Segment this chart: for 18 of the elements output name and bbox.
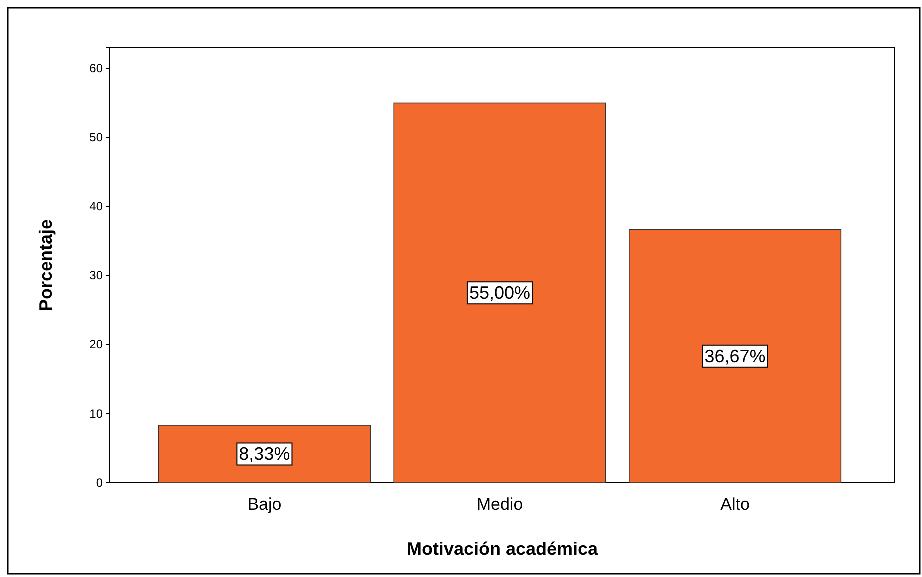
y-tick-label: 0: [96, 476, 104, 490]
y-tick-label: 60: [90, 62, 104, 76]
y-tick-label: 40: [90, 200, 104, 214]
y-tick-label: 10: [90, 406, 104, 421]
bar: [629, 229, 842, 484]
data-label: 55,00%: [469, 283, 531, 304]
x-tick-label: Alto: [720, 494, 750, 514]
y-axis-title: Porcentaje: [36, 219, 56, 312]
x-tick-label: Medio: [476, 494, 524, 514]
y-tick-label: 20: [90, 338, 104, 352]
y-tick-label: 50: [90, 130, 104, 145]
x-axis-title: Motivación académica: [406, 539, 600, 559]
y-tick-label: 30: [90, 268, 104, 283]
data-label: 8,33%: [239, 444, 290, 464]
data-label: 36,67%: [704, 346, 766, 366]
bar: [158, 425, 371, 484]
x-tick-label: Bajo: [248, 494, 282, 514]
bar: [394, 102, 606, 484]
